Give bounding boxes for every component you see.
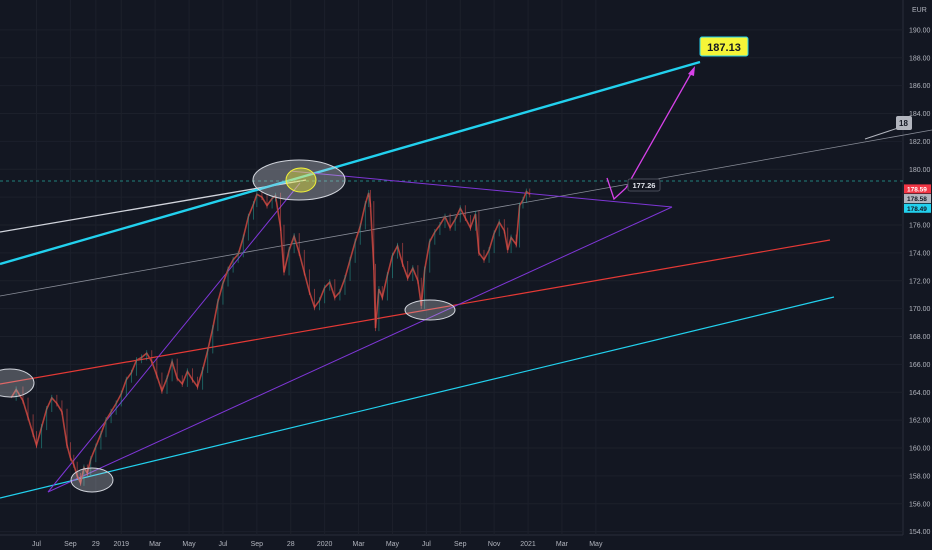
price-line: [10, 190, 531, 486]
price-tags: 178.59 178.58 178.49: [904, 184, 931, 213]
price-tick-label: 182.00: [909, 139, 931, 146]
time-tick-label: 2019: [113, 541, 129, 548]
target-callout-box: [699, 36, 749, 57]
edge-callout-box: [896, 116, 912, 130]
price-tick-label: 190.00: [909, 27, 931, 34]
price-tag-box: [904, 184, 931, 194]
price-tick-label: 170.00: [909, 306, 931, 313]
price-tick-label: 164.00: [909, 390, 931, 397]
time-tick-label: Nov: [488, 541, 501, 548]
time-tick-label: May: [589, 541, 603, 548]
magenta-target-arrow: [625, 69, 694, 189]
purple-diagonal-line: [47, 182, 301, 493]
time-tick-label: May: [386, 541, 400, 548]
peak-yellow-ellipse: [285, 167, 317, 193]
time-tick-label: Sep: [251, 541, 264, 548]
currency-label: EUR: [912, 7, 927, 14]
price-axis[interactable]: EUR 154.00 156.00 158.00 160.00 162.00 164.00…: [909, 7, 931, 536]
price-tick-label: 158.00: [909, 473, 931, 480]
top-highlight-ellipse: [252, 159, 346, 201]
time-tick-label: 2021: [520, 541, 536, 548]
price-tag-label: 178.49: [907, 206, 927, 213]
price-tag-box: [904, 203, 931, 213]
price-tick-label: 160.00: [909, 446, 931, 453]
price-tick-label: 174.00: [909, 250, 931, 257]
white-resistance-line: [0, 179, 307, 233]
edge-callout-label: 18: [899, 119, 908, 128]
price-tag-label: 178.59: [907, 186, 927, 193]
time-tick-label: Mar: [556, 541, 569, 548]
price-tick-label: 166.00: [909, 362, 931, 369]
left-highlight-ellipse: [0, 368, 35, 398]
time-tick-label: 2020: [317, 541, 333, 548]
target-price-label: 187.13: [707, 42, 741, 54]
price-series: [10, 188, 531, 486]
time-tick-label: Jul: [218, 541, 227, 548]
price-tick-label: 186.00: [909, 83, 931, 90]
highlight-ellipses: [0, 159, 456, 493]
price-tick-label: 180.00: [909, 167, 931, 174]
price-tick-label: 184.00: [909, 111, 931, 118]
time-tick-label: Sep: [64, 541, 77, 548]
time-tick-label: May: [182, 541, 196, 548]
price-tick-label: 154.00: [909, 529, 931, 536]
level-callout: 177.26: [627, 178, 661, 192]
magenta-arrow-head: [688, 66, 695, 76]
cyan-lower-channel-line: [0, 296, 835, 499]
cyan-upper-channel-line: [0, 60, 701, 266]
purple-descending-line: [289, 170, 673, 208]
bottom-highlight-ellipse: [70, 467, 114, 493]
magenta-small-arrow: [606, 177, 627, 201]
time-tick-label: Sep: [454, 541, 467, 548]
grid-lines: [0, 0, 904, 536]
trend-lines: [0, 60, 932, 499]
price-tag-label: 178.58: [907, 196, 927, 203]
gray-trend-line: [0, 129, 932, 297]
time-tick-label: Mar: [149, 541, 162, 548]
time-tick-label: 28: [287, 541, 295, 548]
price-tick-label: 162.00: [909, 418, 931, 425]
target-callout: 187.13: [699, 36, 749, 57]
time-tick-label: Mar: [353, 541, 366, 548]
price-tick-label: 172.00: [909, 278, 931, 285]
annotations: 187.13 177.26 18: [627, 36, 912, 192]
price-tag-box: [904, 194, 931, 204]
time-tick-label: Jul: [32, 541, 41, 548]
price-tick-label: 176.00: [909, 223, 931, 230]
price-tick-label: 168.00: [909, 334, 931, 341]
purple-ascending-line: [47, 206, 673, 493]
time-tick-label: Jul: [422, 541, 431, 548]
edge-label-pointer: [864, 127, 899, 140]
time-tick-label: 29: [92, 541, 100, 548]
price-tick-label: 188.00: [909, 55, 931, 62]
level-price-label: 177.26: [633, 181, 656, 190]
level-callout-box: [627, 178, 661, 192]
edge-callout: 18: [896, 116, 912, 130]
time-axis[interactable]: Jul Sep 29 2019 Mar May Jul Sep 28 2020 Mar May Jul S…: [32, 541, 603, 548]
march-low-ellipse: [404, 299, 456, 321]
price-tick-label: 156.00: [909, 501, 931, 508]
